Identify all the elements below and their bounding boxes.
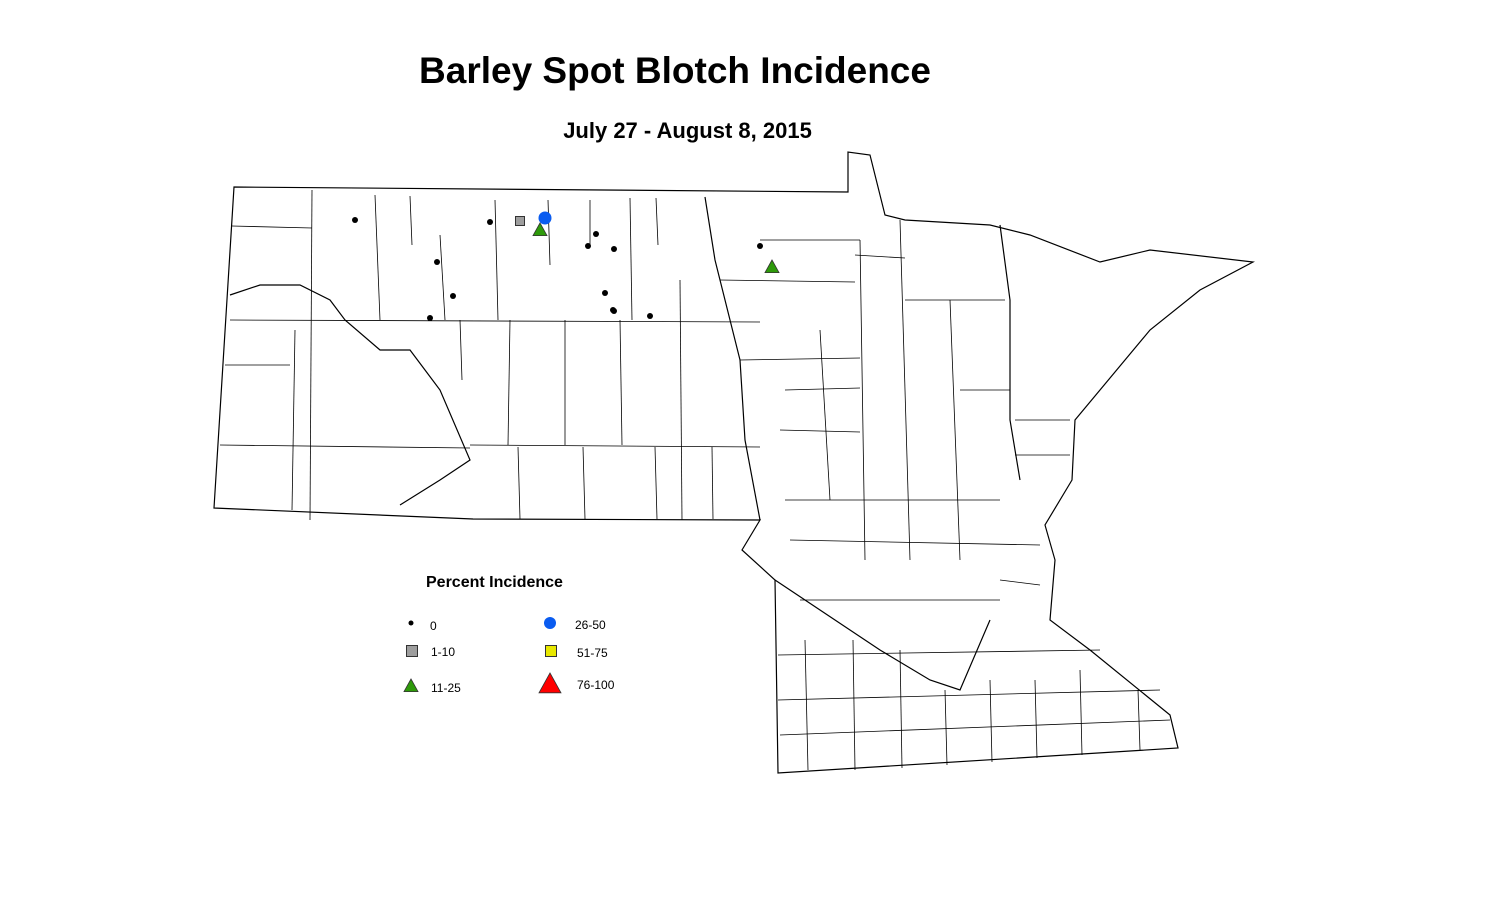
- legend-symbol-0: [408, 620, 414, 626]
- county-boundary: [1137, 689, 1141, 751]
- county-boundary: [819, 329, 831, 501]
- observation-marker: [647, 313, 653, 319]
- county-boundary: [291, 329, 296, 511]
- county-boundary: [654, 446, 658, 520]
- legend-label-26-50: 26-50: [575, 618, 606, 632]
- legend-symbol-26-50: [544, 617, 556, 629]
- state-border-red-river: [704, 196, 761, 521]
- county-boundary: [777, 689, 1161, 701]
- legend-symbol-76-100: [538, 672, 562, 694]
- county-boundary: [459, 319, 463, 381]
- county-boundary: [219, 444, 471, 449]
- observation-marker: [352, 217, 358, 223]
- county-boundary: [989, 679, 993, 763]
- missouri-river: [229, 284, 471, 506]
- legend-symbol-51-75: [545, 645, 557, 657]
- observation-marker: [427, 315, 433, 321]
- county-boundary: [1079, 669, 1083, 756]
- county-boundary: [374, 194, 381, 321]
- county-boundary: [309, 189, 313, 521]
- observation-marker: [450, 293, 456, 299]
- county-boundary: [469, 444, 761, 448]
- county-boundary: [854, 254, 906, 259]
- observation-marker: [515, 216, 525, 226]
- observation-marker: [764, 259, 780, 274]
- county-boundary: [949, 299, 961, 561]
- observation-marker: [487, 219, 493, 225]
- county-boundary: [779, 429, 861, 433]
- county-boundary: [899, 649, 903, 769]
- county-boundary: [679, 279, 683, 521]
- county-boundary: [999, 579, 1041, 586]
- county-boundary: [629, 197, 633, 321]
- observation-marker: [532, 222, 548, 237]
- county-boundary: [711, 446, 714, 520]
- legend-label-0: 0: [430, 619, 437, 633]
- county-boundary: [655, 197, 659, 246]
- county-boundary: [777, 649, 1101, 656]
- observation-marker: [757, 243, 763, 249]
- legend-symbol-11-25: [403, 678, 419, 692]
- legend-symbol-1-10: [406, 645, 418, 657]
- legend-label-76-100: 76-100: [577, 678, 615, 692]
- observation-marker: [610, 307, 616, 313]
- county-boundary: [517, 446, 521, 520]
- legend-label-11-25: 11-25: [431, 681, 461, 695]
- legend-title: Percent Incidence: [426, 574, 563, 591]
- county-boundary: [739, 357, 861, 361]
- county-boundary: [439, 234, 446, 321]
- county-boundary: [507, 319, 511, 446]
- observation-marker: [593, 231, 599, 237]
- county-boundary: [789, 539, 1041, 546]
- observation-marker: [611, 246, 617, 252]
- county-boundary: [582, 446, 586, 520]
- county-boundary: [852, 639, 856, 771]
- county-boundary: [547, 199, 551, 266]
- county-boundary: [719, 279, 856, 283]
- observation-marker: [602, 290, 608, 296]
- county-boundary: [859, 239, 866, 561]
- observation-marker: [538, 211, 552, 225]
- county-boundary: [231, 225, 313, 229]
- county-boundary: [494, 199, 499, 321]
- county-boundary: [1034, 679, 1038, 759]
- county-boundary: [779, 719, 1171, 736]
- observation-marker: [585, 243, 591, 249]
- mn-river: [774, 579, 991, 691]
- map-title: Barley Spot Blotch Incidence: [419, 50, 931, 91]
- observation-marker: [434, 259, 440, 265]
- county-boundary: [804, 639, 809, 771]
- county-boundary: [944, 689, 948, 766]
- county-boundary: [409, 195, 413, 246]
- state-outline: [213, 151, 1255, 774]
- county-boundary: [229, 319, 761, 323]
- map-subtitle: July 27 - August 8, 2015: [563, 118, 812, 143]
- legend-label-51-75: 51-75: [577, 646, 608, 660]
- legend-label-1-10: 1-10: [431, 645, 456, 659]
- county-boundary: [619, 319, 623, 446]
- st-croix-river: [999, 224, 1021, 481]
- county-boundary: [899, 219, 911, 561]
- county-boundary: [784, 387, 861, 391]
